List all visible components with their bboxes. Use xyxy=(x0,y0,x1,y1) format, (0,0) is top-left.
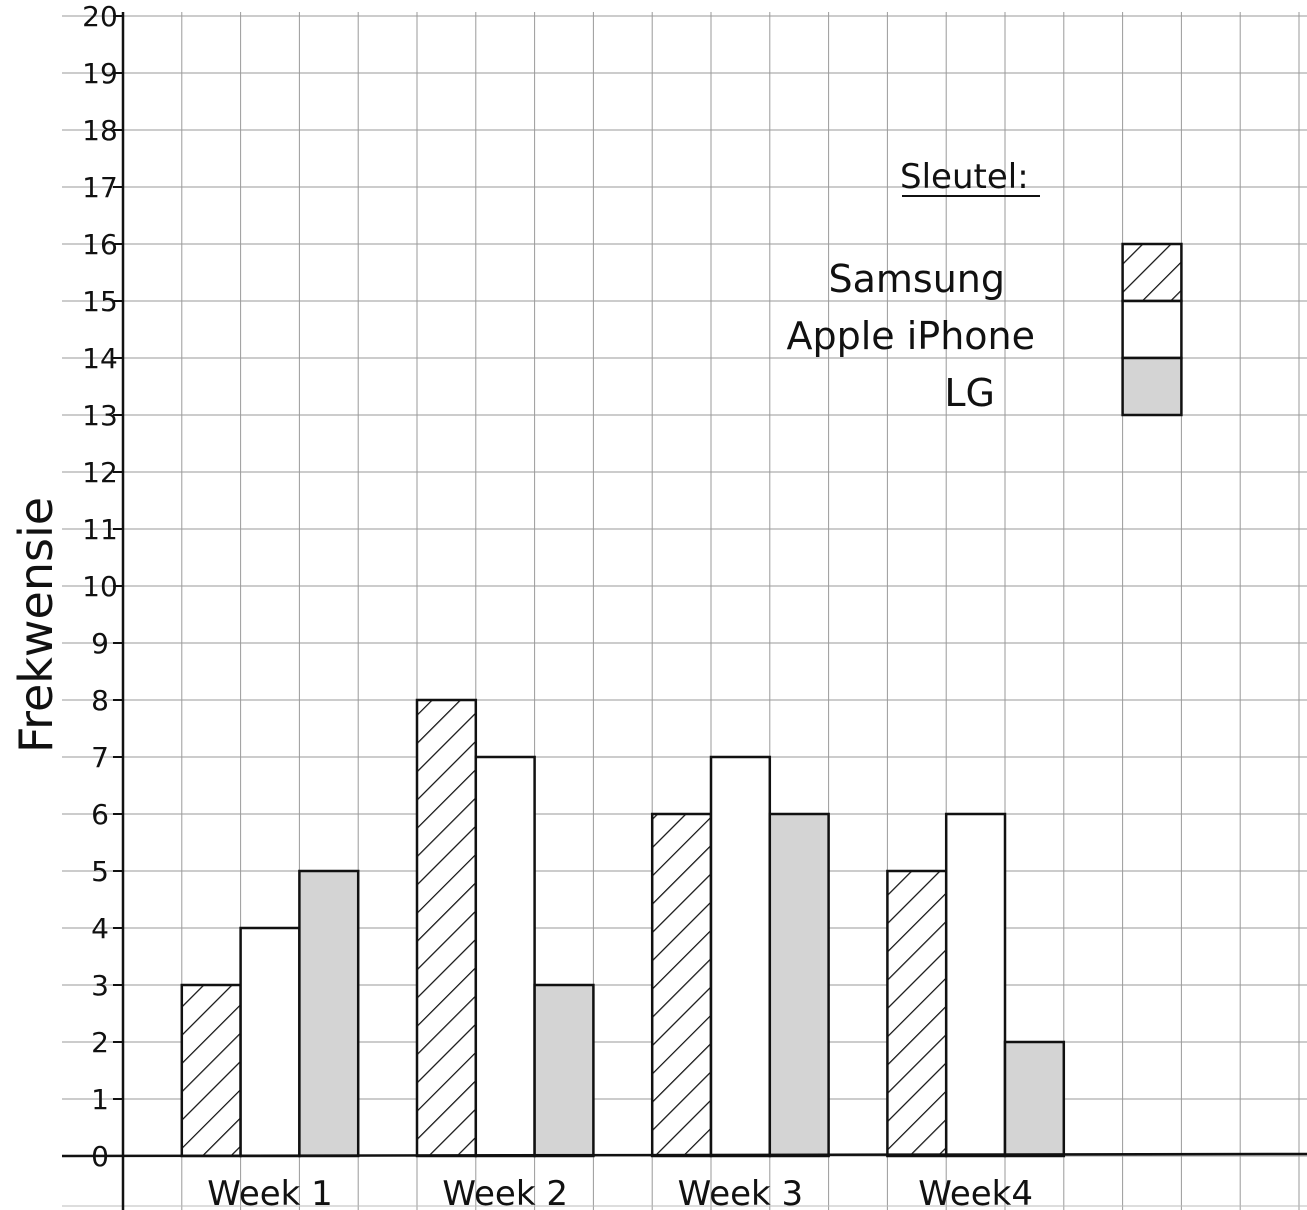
y-tick-label: 16 xyxy=(82,228,118,261)
y-tick-label: 0 xyxy=(91,1140,109,1173)
legend-swatch-apple-iphone xyxy=(1121,299,1183,360)
legend-swatch-lg xyxy=(1121,356,1183,417)
x-axis xyxy=(61,1152,1307,1158)
legend-label: LG xyxy=(944,371,995,415)
bar-lg-week-2 xyxy=(533,983,595,1158)
y-tick-label: 15 xyxy=(82,285,118,318)
x-category-label: Week 1 xyxy=(207,1174,333,1210)
y-tick-label: 4 xyxy=(91,912,109,945)
legend-label: Samsung xyxy=(828,257,1005,301)
y-tick-label: 10 xyxy=(82,570,118,603)
y-tick-label: 5 xyxy=(91,855,109,888)
y-tick-label: 9 xyxy=(91,627,109,660)
x-category-label: Week 3 xyxy=(678,1174,804,1210)
bar-samsung-week-3 xyxy=(650,812,713,1158)
bar-lg-week-1 xyxy=(298,869,360,1158)
y-tick-label: 19 xyxy=(82,57,118,90)
bar-apple-iphone-week-3 xyxy=(709,755,772,1158)
bar-apple-iphone-week-2 xyxy=(474,755,536,1158)
legend-swatch-samsung xyxy=(1121,242,1183,303)
y-tick-label: 6 xyxy=(91,798,109,831)
x-category-labels: Week 1 Week 2 Week 3 Week4 xyxy=(207,1174,1033,1210)
bar-lg-week-3 xyxy=(768,812,830,1158)
y-tick-label: 3 xyxy=(91,969,109,1002)
y-tick-label: 14 xyxy=(82,342,118,375)
y-tick-label: 20 xyxy=(82,0,118,33)
bar-lg-week-4 xyxy=(1003,1040,1066,1158)
bar-samsung-week-1 xyxy=(180,983,242,1158)
bar-samsung-week-4 xyxy=(886,869,948,1158)
bar-samsung-week-2 xyxy=(415,698,478,1158)
bar-apple-iphone-week-4 xyxy=(944,812,1007,1158)
axes xyxy=(61,12,1307,1210)
y-axis-label: Frekwensie xyxy=(9,497,63,753)
y-tick-label: 13 xyxy=(82,399,118,432)
y-tick-label: 7 xyxy=(91,741,109,774)
y-tick-label: 12 xyxy=(82,456,118,489)
legend-label: Apple iPhone xyxy=(786,314,1035,358)
legend: Sleutel: Samsung Apple iPhone LG xyxy=(786,157,1183,417)
y-tick-label: 17 xyxy=(82,171,118,204)
y-tick-label: 18 xyxy=(82,114,118,147)
bar-apple-iphone-week-1 xyxy=(239,926,301,1158)
y-tick-label: 2 xyxy=(91,1026,109,1059)
x-category-label: Week4 xyxy=(918,1174,1033,1210)
legend-title: Sleutel: xyxy=(900,157,1029,197)
y-tick-label: 1 xyxy=(91,1083,109,1116)
y-tick-label: 8 xyxy=(91,684,109,717)
y-tick-label: 11 xyxy=(82,513,118,546)
x-category-label: Week 2 xyxy=(442,1174,568,1210)
